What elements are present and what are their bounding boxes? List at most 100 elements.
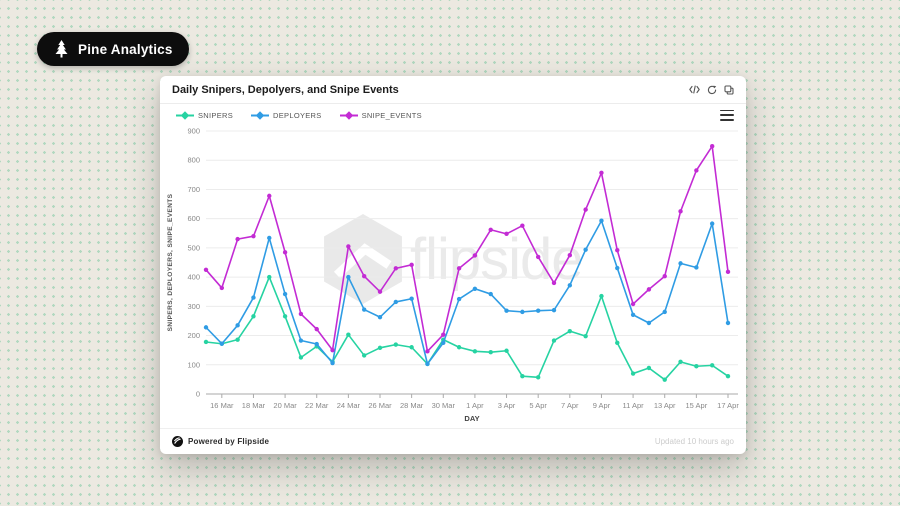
data-point-deployers[interactable] xyxy=(615,265,620,271)
data-point-snipe_events[interactable] xyxy=(203,267,209,273)
data-point-snipers[interactable] xyxy=(599,293,604,299)
data-point-snipers[interactable] xyxy=(409,345,414,350)
data-point-deployers[interactable] xyxy=(298,338,304,343)
data-point-deployers[interactable] xyxy=(393,299,399,305)
data-point-snipers[interactable] xyxy=(504,348,509,353)
data-point-snipe_events[interactable] xyxy=(678,209,683,214)
data-point-snipe_events[interactable] xyxy=(646,287,652,292)
legend-item-deployers[interactable]: DEPLOYERS xyxy=(251,111,322,120)
data-point-snipe_events[interactable] xyxy=(567,252,573,258)
data-point-snipers[interactable] xyxy=(646,365,652,371)
data-point-snipe_events[interactable] xyxy=(425,349,430,354)
data-point-snipe_events[interactable] xyxy=(409,262,414,268)
data-point-snipe_events[interactable] xyxy=(662,274,667,279)
data-point-deployers[interactable] xyxy=(488,291,493,297)
data-point-snipers[interactable] xyxy=(298,355,304,360)
data-point-snipers[interactable] xyxy=(535,375,541,380)
data-point-snipers[interactable] xyxy=(725,373,731,379)
refresh-icon[interactable] xyxy=(707,85,717,95)
data-point-snipers[interactable] xyxy=(456,345,462,350)
data-point-snipe_events[interactable] xyxy=(520,223,525,228)
data-point-deployers[interactable] xyxy=(251,295,256,300)
data-point-snipers[interactable] xyxy=(203,339,209,345)
data-point-snipe_events[interactable] xyxy=(219,285,225,291)
data-point-deployers[interactable] xyxy=(472,286,478,291)
data-point-deployers[interactable] xyxy=(694,265,699,270)
series-line-snipers[interactable] xyxy=(205,276,729,381)
data-point-deployers[interactable] xyxy=(599,218,604,223)
data-point-snipe_events[interactable] xyxy=(251,234,256,239)
data-point-snipers[interactable] xyxy=(251,314,256,319)
data-point-deployers[interactable] xyxy=(235,323,240,328)
data-point-snipers[interactable] xyxy=(346,332,351,337)
data-point-snipe_events[interactable] xyxy=(267,193,272,199)
data-point-snipers[interactable] xyxy=(282,314,288,319)
copy-icon[interactable] xyxy=(724,84,734,95)
data-point-snipe_events[interactable] xyxy=(441,332,446,337)
data-point-snipers[interactable] xyxy=(615,340,620,346)
data-point-snipers[interactable] xyxy=(678,359,683,365)
data-point-snipers[interactable] xyxy=(393,342,399,347)
data-point-snipe_events[interactable] xyxy=(377,289,383,294)
data-point-snipe_events[interactable] xyxy=(615,248,620,253)
data-point-deployers[interactable] xyxy=(567,283,573,288)
series-line-deployers[interactable] xyxy=(205,219,729,365)
data-point-snipers[interactable] xyxy=(567,328,573,334)
data-point-deployers[interactable] xyxy=(456,296,462,302)
data-point-snipe_events[interactable] xyxy=(630,301,636,307)
data-point-snipe_events[interactable] xyxy=(488,227,493,232)
powered-by[interactable]: Powered by Flipside xyxy=(172,436,655,447)
data-point-snipe_events[interactable] xyxy=(330,347,335,353)
data-point-snipe_events[interactable] xyxy=(709,143,715,149)
data-point-deployers[interactable] xyxy=(219,341,225,346)
data-point-deployers[interactable] xyxy=(409,296,414,301)
data-point-snipers[interactable] xyxy=(235,337,240,342)
data-point-snipe_events[interactable] xyxy=(504,231,509,237)
data-point-deployers[interactable] xyxy=(678,261,683,266)
data-point-snipe_events[interactable] xyxy=(346,244,351,249)
data-point-deployers[interactable] xyxy=(441,340,446,346)
series-line-snipe_events[interactable] xyxy=(205,145,729,353)
data-point-deployers[interactable] xyxy=(646,320,652,326)
code-icon[interactable] xyxy=(689,85,700,94)
data-point-deployers[interactable] xyxy=(346,274,351,280)
hamburger-menu-icon[interactable] xyxy=(720,109,734,121)
legend-item-snipe_events[interactable]: SNIPE_EVENTS xyxy=(339,111,422,120)
data-point-snipe_events[interactable] xyxy=(282,250,288,255)
data-point-deployers[interactable] xyxy=(535,308,541,313)
data-point-snipers[interactable] xyxy=(662,377,667,382)
data-point-snipe_events[interactable] xyxy=(393,266,399,271)
data-point-deployers[interactable] xyxy=(520,309,525,315)
data-point-snipe_events[interactable] xyxy=(551,280,557,286)
data-point-deployers[interactable] xyxy=(662,309,667,315)
data-point-snipers[interactable] xyxy=(630,371,636,376)
data-point-snipe_events[interactable] xyxy=(583,207,588,212)
data-point-snipers[interactable] xyxy=(694,364,699,369)
data-point-snipe_events[interactable] xyxy=(599,170,604,175)
data-point-deployers[interactable] xyxy=(425,361,430,367)
data-point-deployers[interactable] xyxy=(203,325,209,330)
data-point-deployers[interactable] xyxy=(504,308,509,313)
data-point-snipers[interactable] xyxy=(472,349,478,354)
data-point-snipe_events[interactable] xyxy=(235,236,240,242)
data-point-deployers[interactable] xyxy=(282,291,288,297)
data-point-deployers[interactable] xyxy=(551,307,557,313)
data-point-snipers[interactable] xyxy=(361,353,367,358)
data-point-snipe_events[interactable] xyxy=(361,274,367,279)
data-point-snipers[interactable] xyxy=(709,363,715,368)
data-point-snipe_events[interactable] xyxy=(472,253,478,258)
data-point-deployers[interactable] xyxy=(725,320,731,326)
data-point-snipers[interactable] xyxy=(377,345,383,351)
data-point-deployers[interactable] xyxy=(709,221,715,226)
data-point-snipe_events[interactable] xyxy=(535,254,541,260)
data-point-deployers[interactable] xyxy=(583,247,588,252)
data-point-snipe_events[interactable] xyxy=(694,168,699,173)
data-point-snipers[interactable] xyxy=(551,338,557,343)
data-point-snipers[interactable] xyxy=(488,350,493,355)
data-point-snipe_events[interactable] xyxy=(298,311,304,317)
data-point-snipers[interactable] xyxy=(520,373,525,379)
data-point-snipe_events[interactable] xyxy=(314,326,319,332)
data-point-snipers[interactable] xyxy=(583,333,588,339)
data-point-deployers[interactable] xyxy=(314,341,319,347)
data-point-snipers[interactable] xyxy=(267,274,272,280)
